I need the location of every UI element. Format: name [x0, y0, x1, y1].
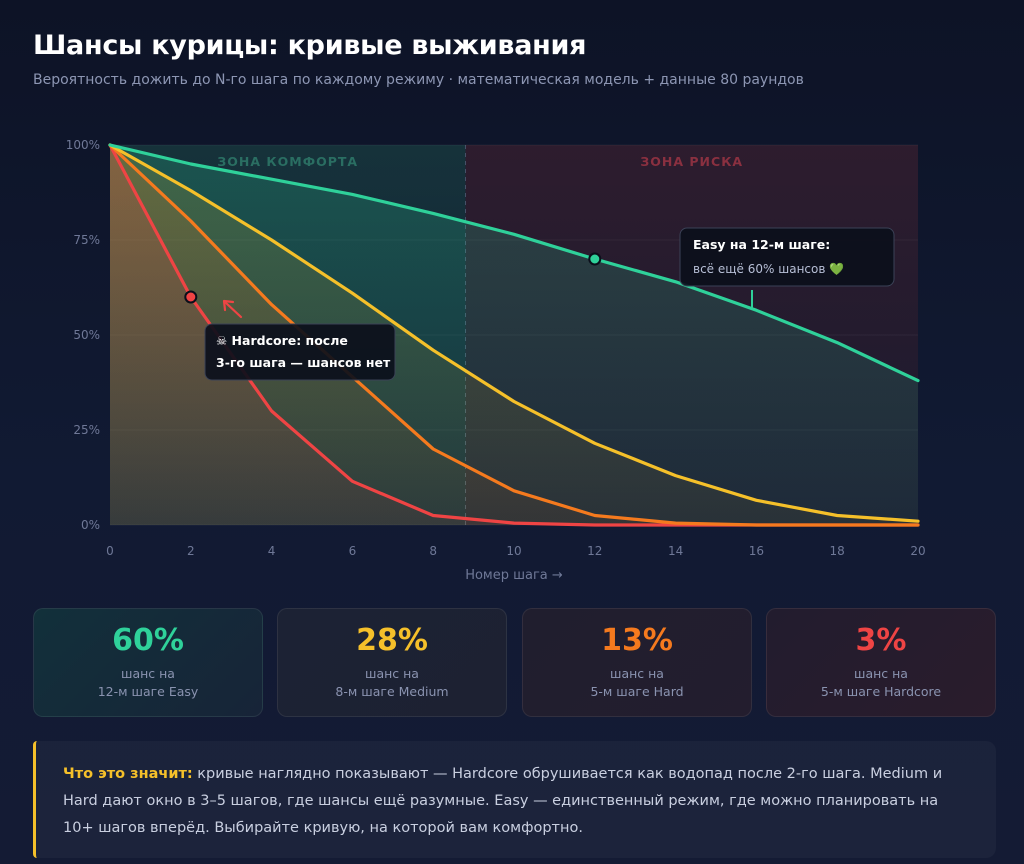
stat-label: шанс на 5-м шаге Hardcore	[820, 666, 942, 699]
stat-value: 60%	[112, 623, 184, 658]
stat-card-hardcore: 3% шанс на 5-м шаге Hardcore	[766, 608, 996, 717]
hardcore-annotation-line-1: ☠ Hardcore: после	[216, 333, 348, 348]
x-tick-label: 2	[187, 544, 195, 558]
easy-annotation-box	[679, 227, 895, 287]
x-tick-label: 14	[668, 544, 683, 558]
easy-marker	[588, 252, 602, 266]
note-key: Что это значит:	[63, 766, 193, 782]
survival-chart: ЗОНА КОМФОРТА ЗОНА РИСКА 0% 25% 50% 75% 100% 0…	[66, 138, 926, 583]
x-tick-label: 18	[830, 544, 845, 558]
x-tick-label: 0	[106, 544, 114, 558]
easy-line	[108, 143, 920, 383]
hardcore-annotation: ☠ Hardcore: после 3-го шага — шансов нет	[204, 299, 396, 381]
stat-card-easy: 60% шанс на 12-м шаге Easy	[33, 608, 263, 717]
easy-annotation-text: всё ещё 60% шансов 💚	[693, 262, 844, 276]
stat-card-hard: 13% шанс на 5-м шаге Hard	[522, 608, 752, 717]
explanation-note: Что это значит: кривые наглядно показыва…	[33, 741, 996, 858]
medium-line	[108, 143, 920, 523]
hard-line	[108, 143, 920, 527]
stat-value: 13%	[601, 623, 673, 658]
stat-label: шанс на 5-м шаге Hard	[590, 666, 684, 699]
x-tick-label: 10	[506, 544, 521, 558]
page-subtitle: Вероятность дожить до N-го шага по каждо…	[33, 72, 804, 88]
note-text: кривые наглядно показывают — Hardcore об…	[63, 766, 943, 836]
y-tick-label: 100%	[66, 138, 100, 152]
x-tick-label: 16	[749, 544, 764, 558]
x-tick-label: 8	[429, 544, 437, 558]
hardcore-area	[110, 145, 918, 525]
stats-row: 60% шанс на 12-м шаге Easy 28% шанс на 8-м…	[33, 608, 996, 717]
easy-annotation-title: Easy на 12-м шаге:	[693, 237, 830, 252]
x-tick-label: 12	[587, 544, 602, 558]
stat-label: шанс на 12-м шаге Easy	[97, 666, 199, 699]
risk-zone-label: ЗОНА РИСКА	[640, 154, 743, 169]
y-tick-label: 50%	[73, 328, 100, 342]
stat-value: 3%	[855, 623, 907, 658]
stat-value: 28%	[356, 623, 428, 658]
stat-label: шанс на 8-м шаге Medium	[335, 666, 449, 699]
hardcore-annotation-line-2: 3-го шага — шансов нет	[216, 355, 391, 370]
hard-area	[110, 145, 918, 525]
easy-annotation: Easy на 12-м шаге: всё ещё 60% шансов 💚	[679, 227, 895, 310]
x-tick-label: 20	[910, 544, 925, 558]
x-axis-label: Номер шага →	[465, 568, 563, 583]
hardcore-arrow-shaft	[224, 301, 243, 319]
hardcore-annotation-box	[204, 323, 396, 381]
comfort-zone-label: ЗОНА КОМФОРТА	[217, 154, 358, 169]
x-tick-label: 6	[349, 544, 357, 558]
page-title: Шансы курицы: кривые выживания	[33, 30, 587, 61]
hardcore-arrow-head	[222, 299, 235, 312]
hardcore-marker	[184, 290, 198, 304]
stat-card-medium: 28% шанс на 8-м шаге Medium	[277, 608, 507, 717]
y-tick-label: 0%	[81, 518, 100, 532]
x-tick-label: 4	[268, 544, 276, 558]
y-tick-label: 25%	[73, 423, 100, 437]
y-tick-label: 75%	[73, 233, 100, 247]
